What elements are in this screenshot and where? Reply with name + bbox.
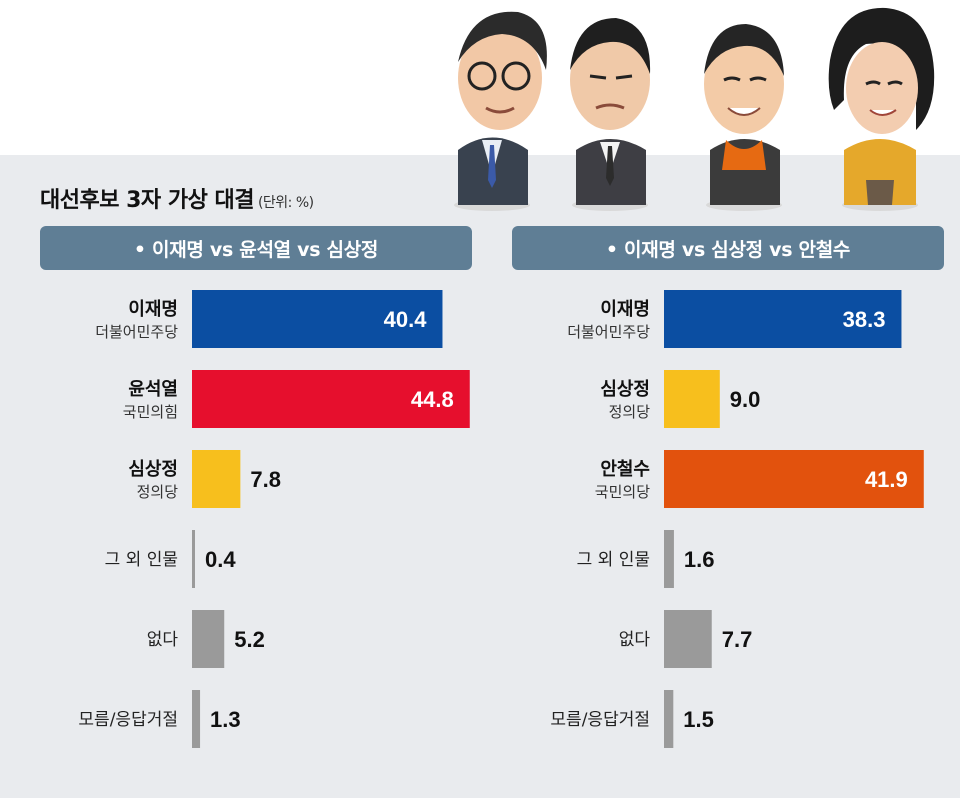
bar [664, 370, 720, 428]
category-label: 그 외 인물 [105, 550, 178, 570]
party-label: 더불어민주당 [567, 323, 650, 341]
party-label: 국민의당 [595, 483, 650, 501]
bar [192, 450, 241, 508]
party-label: 국민의힘 [123, 403, 178, 421]
panel-header-right: • 이재명 vs 심상정 vs 안철수 [512, 226, 944, 270]
bar-row: 0.4 그 외 인물 [105, 530, 236, 588]
party-label: 정의당 [137, 483, 179, 501]
bar-value-label: 5.2 [234, 627, 265, 652]
unit-label: (단위: %) [257, 195, 314, 211]
bar [192, 610, 225, 668]
bar-value-label: 9.0 [730, 387, 761, 412]
bar-row: 1.6 그 외 인물 [577, 530, 715, 588]
bar-row: 1.5 모름/응답거절 [550, 690, 714, 748]
bar [664, 690, 674, 748]
bar-value-label: 44.8 [411, 387, 454, 412]
category-label: 심상정 [600, 379, 650, 400]
chart-title-text: 대선후보 3자 가상 대결 [40, 188, 254, 213]
bar-row: 1.3 모름/응답거절 [78, 690, 241, 748]
bar [664, 290, 902, 348]
bar [192, 530, 195, 588]
category-label: 모름/응답거절 [550, 710, 650, 730]
chart-title: 대선후보 3자 가상 대결 (단위: %) [40, 182, 314, 214]
bar [664, 450, 924, 508]
category-label: 윤석열 [128, 379, 178, 400]
portrait-lee-illustration [454, 11, 547, 211]
bar [192, 690, 201, 748]
portrait-sim-illustration [828, 7, 935, 211]
category-label: 없다 [619, 630, 651, 650]
candidate-portraits-illustration [454, 7, 935, 211]
bar [664, 610, 712, 668]
portrait-yoon-illustration [570, 18, 651, 211]
bar-value-label: 7.8 [250, 467, 281, 492]
bar-value-label: 40.4 [384, 307, 428, 332]
bar-value-label: 41.9 [865, 467, 908, 492]
bar [192, 370, 470, 428]
category-label: 심상정 [128, 459, 178, 480]
category-label: 이재명 [128, 299, 178, 320]
category-label: 이재명 [600, 299, 650, 320]
bar-row: 5.2 없다 [147, 610, 265, 668]
category-label: 없다 [147, 630, 179, 650]
category-label: 안철수 [600, 459, 650, 480]
party-label: 더불어민주당 [95, 323, 178, 341]
bar [664, 530, 674, 588]
bar-row: 7.7 없다 [619, 610, 753, 668]
category-label: 모름/응답거절 [78, 710, 178, 730]
panel-header-left: • 이재명 vs 윤석열 vs 심상정 [40, 226, 472, 270]
bar-value-label: 1.6 [684, 547, 715, 572]
bar-value-label: 1.3 [210, 707, 241, 732]
bar-value-label: 0.4 [205, 547, 236, 572]
bar-value-label: 38.3 [843, 307, 886, 332]
portrait-ahn-illustration [704, 24, 784, 211]
category-label: 그 외 인물 [577, 550, 650, 570]
bar-value-label: 1.5 [683, 707, 714, 732]
bar-value-label: 7.7 [722, 627, 753, 652]
bar [192, 290, 443, 348]
party-label: 정의당 [609, 403, 651, 421]
